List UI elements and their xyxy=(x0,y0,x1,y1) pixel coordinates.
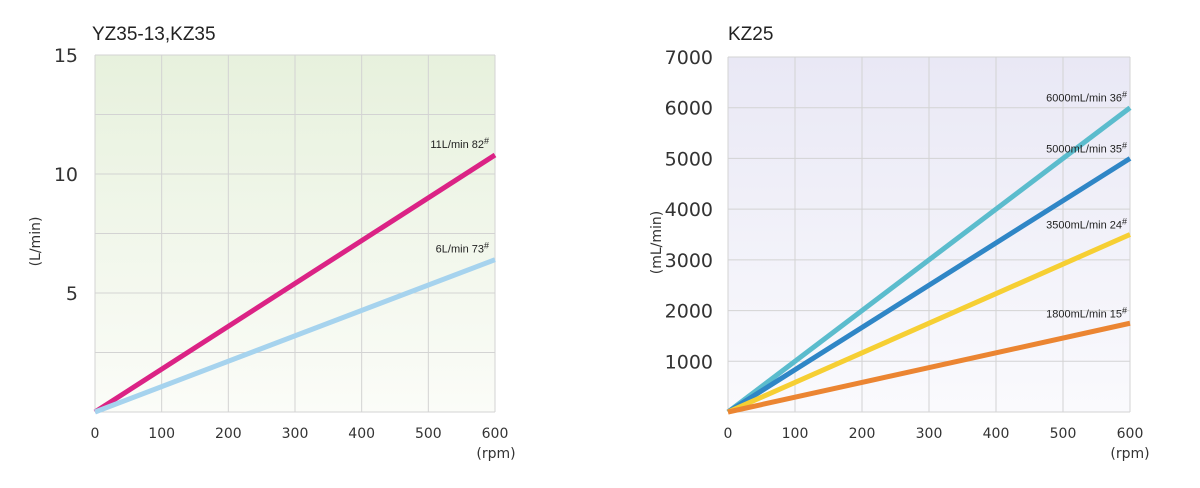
series-line-1 xyxy=(726,105,1132,414)
series-label-1: 11L/min 82# xyxy=(430,136,489,151)
x-tick-label: 100 xyxy=(782,426,809,442)
y-tick-label: 5 xyxy=(66,283,78,305)
series-label-1: 6000mL/min 36# xyxy=(1046,90,1127,105)
series-line-4 xyxy=(727,320,1131,415)
y-tick-label: 5000 xyxy=(665,148,713,170)
y-tick-label: 2000 xyxy=(665,301,713,323)
y-axis-label: (mL/min) xyxy=(649,211,665,274)
y-tick-label: 10 xyxy=(54,164,78,186)
x-tick-label: 300 xyxy=(916,426,943,442)
series-label-2: 5000mL/min 35# xyxy=(1046,140,1127,155)
x-tick-label: 400 xyxy=(983,426,1010,442)
x-tick-label: 500 xyxy=(415,426,442,442)
y-tick-label: 1000 xyxy=(665,351,713,373)
x-tick-label: 100 xyxy=(148,426,175,442)
y-axis-label: (L/min) xyxy=(28,217,44,267)
x-tick-label: 0 xyxy=(91,426,100,442)
y-tick-label: 7000 xyxy=(665,47,713,69)
series-label-3: 3500mL/min 24# xyxy=(1046,217,1127,232)
series-label-2: 6L/min 73# xyxy=(436,241,489,256)
y-tick-label: 15 xyxy=(54,45,78,67)
x-tick-label: 200 xyxy=(215,426,242,442)
series-line-2 xyxy=(726,156,1132,415)
y-tick-label: 4000 xyxy=(665,199,713,221)
chart-2: 6000mL/min 36# 5000mL/min 35# 3500mL/min 2… xyxy=(649,24,1150,462)
y-tick-label: 3000 xyxy=(665,250,713,272)
x-tick-label: 300 xyxy=(282,426,309,442)
x-tick-label: 200 xyxy=(849,426,876,442)
x-axis-unit: (rpm) xyxy=(1110,446,1149,462)
series-line-2 xyxy=(94,257,496,415)
series-label-4: 1800mL/min 15# xyxy=(1046,305,1127,320)
series-line-3 xyxy=(726,232,1132,415)
x-tick-label: 600 xyxy=(482,426,509,442)
chart-title: KZ25 xyxy=(728,24,773,45)
chart-1: 11L/min 82# 6L/min 73# YZ35-13,KZ35 5 10 15 0 1… xyxy=(28,24,516,462)
series-line-1 xyxy=(93,152,497,415)
x-tick-label: 400 xyxy=(348,426,375,442)
x-axis-unit: (rpm) xyxy=(476,446,515,462)
x-tick-label: 600 xyxy=(1117,426,1144,442)
chart-title: YZ35-13,KZ35 xyxy=(92,24,216,45)
x-tick-label: 0 xyxy=(724,426,733,442)
y-tick-label: 6000 xyxy=(665,98,713,120)
x-tick-label: 500 xyxy=(1050,426,1077,442)
